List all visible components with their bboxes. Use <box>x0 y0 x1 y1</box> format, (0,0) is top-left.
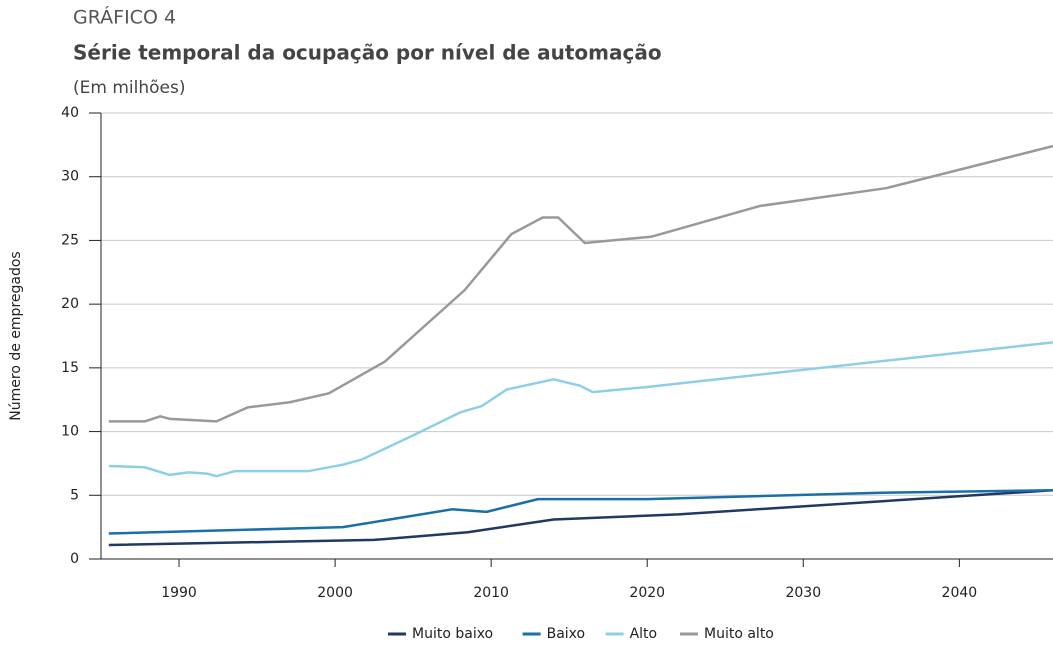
x-tick-label: 2000 <box>317 585 353 601</box>
legend-label: Muito alto <box>704 626 774 642</box>
y-tick-label: 5 <box>70 487 79 503</box>
legend-label: Alto <box>630 626 658 642</box>
y-tick-label: 25 <box>61 232 79 248</box>
legend-label: Muito baixo <box>412 626 493 642</box>
chart-kicker: GRÁFICO 4 <box>73 6 176 29</box>
chart-title: Série temporal da ocupação por nível de … <box>73 41 662 65</box>
series-line <box>108 144 1053 423</box>
x-tick-label: 2020 <box>629 585 665 601</box>
y-tick-label: 0 <box>70 551 79 567</box>
y-tick-label: 10 <box>61 424 79 440</box>
y-tick-label: 15 <box>61 360 79 376</box>
series-line <box>108 341 1053 478</box>
legend-label: Baixo <box>547 626 586 642</box>
y-tick-label: 30 <box>61 169 79 185</box>
x-tick-label: 1990 <box>161 585 197 601</box>
y-tick-label: 40 <box>61 105 79 121</box>
y-axis-label: Número de empregados <box>8 251 24 420</box>
y-tick-label: 20 <box>61 296 79 312</box>
series-line <box>108 488 1053 535</box>
x-tick-label: 2010 <box>473 585 509 601</box>
series-line <box>108 488 1053 547</box>
chart-subtitle: (Em milhões) <box>73 78 185 98</box>
x-tick-label: 2030 <box>785 585 821 601</box>
x-tick-label: 2040 <box>942 585 978 601</box>
